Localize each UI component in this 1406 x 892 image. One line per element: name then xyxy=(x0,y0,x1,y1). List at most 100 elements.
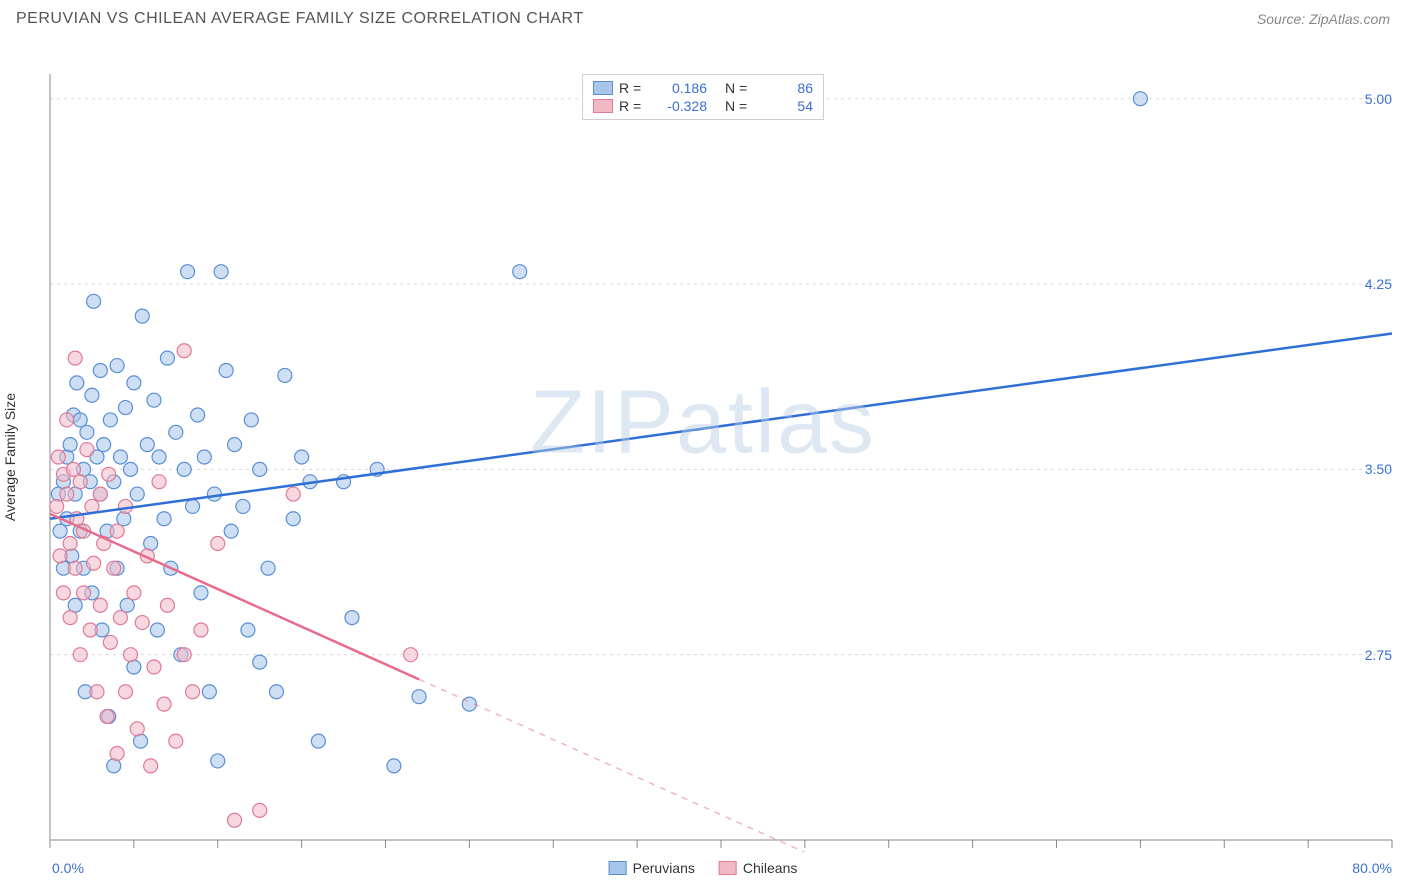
scatter-plot-svg xyxy=(0,32,1406,852)
legend-row-peruvians: R =0.186N =86 xyxy=(593,79,813,97)
chileans-point xyxy=(63,536,77,550)
chileans-point xyxy=(100,709,114,723)
chileans-point xyxy=(135,616,149,630)
peruvians-point xyxy=(87,294,101,308)
chileans-point xyxy=(211,536,225,550)
chileans-point xyxy=(107,561,121,575)
chileans-point xyxy=(50,499,64,513)
chileans-point xyxy=(110,524,124,538)
peruvians-point xyxy=(107,759,121,773)
peruvians-point xyxy=(214,265,228,279)
chileans-point xyxy=(147,660,161,674)
chileans-point xyxy=(60,487,74,501)
y-tick-label: 3.50 xyxy=(1365,461,1392,477)
chileans-point xyxy=(194,623,208,637)
legend-label: Chileans xyxy=(743,860,797,876)
chileans-point xyxy=(93,487,107,501)
peruvians-point xyxy=(110,359,124,373)
chileans-point xyxy=(87,556,101,570)
legend-r-label: R = xyxy=(619,98,647,114)
chileans-point xyxy=(113,611,127,625)
chileans-point xyxy=(68,561,82,575)
peruvians-point xyxy=(253,655,267,669)
peruvians-point xyxy=(191,408,205,422)
peruvians-point xyxy=(194,586,208,600)
chileans-point xyxy=(90,685,104,699)
peruvians-point xyxy=(197,450,211,464)
chileans-point xyxy=(130,722,144,736)
peruvians-point xyxy=(169,425,183,439)
y-tick-label: 5.00 xyxy=(1365,91,1392,107)
chileans-point xyxy=(157,697,171,711)
peruvians-point xyxy=(135,309,149,323)
chileans-point xyxy=(73,475,87,489)
legend-n-value: 86 xyxy=(759,80,813,96)
peruvians-point xyxy=(70,376,84,390)
peruvians-point xyxy=(219,364,233,378)
peruvians-point xyxy=(150,623,164,637)
chileans-point xyxy=(404,648,418,662)
chileans-point xyxy=(286,487,300,501)
chileans-point xyxy=(93,598,107,612)
y-tick-label: 2.75 xyxy=(1365,647,1392,663)
peruvians-point xyxy=(387,759,401,773)
chileans-point xyxy=(177,344,191,358)
chileans-point xyxy=(63,611,77,625)
chileans-point xyxy=(169,734,183,748)
chileans-point xyxy=(160,598,174,612)
source-attribution: Source: ZipAtlas.com xyxy=(1257,11,1390,27)
chileans-point xyxy=(144,759,158,773)
peruvians-point xyxy=(244,413,258,427)
peruvians-point xyxy=(63,438,77,452)
chileans-point xyxy=(102,467,116,481)
chileans-point xyxy=(66,462,80,476)
peruvians-point xyxy=(236,499,250,513)
peruvians-point xyxy=(224,524,238,538)
peruvians-point xyxy=(113,450,127,464)
chileans-point xyxy=(77,586,91,600)
chileans-point xyxy=(253,803,267,817)
chart-area: Average Family Size ZIPatlas R =0.186N =… xyxy=(0,32,1406,882)
peruvians-point xyxy=(295,450,309,464)
peruvians-point xyxy=(513,265,527,279)
legend-item-chileans: Chileans xyxy=(719,860,797,876)
chileans-point xyxy=(127,586,141,600)
peruvians-point xyxy=(345,611,359,625)
peruvians-point xyxy=(124,462,138,476)
peruvians-point xyxy=(152,450,166,464)
peruvians-point xyxy=(211,754,225,768)
series-legend: Peruvians Chileans xyxy=(609,860,798,876)
x-axis-max-label: 80.0% xyxy=(1352,860,1392,876)
chileans-point xyxy=(177,648,191,662)
chileans-point xyxy=(53,549,67,563)
peruvians-point xyxy=(1133,92,1147,106)
peruvians-point xyxy=(269,685,283,699)
legend-n-label: N = xyxy=(725,80,753,96)
peruvians-point xyxy=(147,393,161,407)
peruvians-point xyxy=(144,536,158,550)
peruvians-point xyxy=(80,425,94,439)
peruvians-point xyxy=(177,462,191,476)
chileans-point xyxy=(73,648,87,662)
peruvians-point xyxy=(253,462,267,476)
peruvians-point xyxy=(118,401,132,415)
peruvians-point xyxy=(157,512,171,526)
peruvians-point xyxy=(73,413,87,427)
peruvians-point xyxy=(140,438,154,452)
peruvians-point xyxy=(241,623,255,637)
peruvians-point xyxy=(85,388,99,402)
peruvians-point xyxy=(120,598,134,612)
chileans-point xyxy=(60,413,74,427)
chileans-point xyxy=(152,475,166,489)
chileans-point xyxy=(51,450,65,464)
peruvians-point xyxy=(228,438,242,452)
chileans-point xyxy=(118,685,132,699)
peruvians-point xyxy=(202,685,216,699)
peruvians-point xyxy=(261,561,275,575)
peruvians-point xyxy=(127,660,141,674)
chileans-point xyxy=(80,443,94,457)
legend-item-peruvians: Peruvians xyxy=(609,860,695,876)
peruvians-point xyxy=(53,524,67,538)
peruvians-point xyxy=(186,499,200,513)
legend-n-value: 54 xyxy=(759,98,813,114)
